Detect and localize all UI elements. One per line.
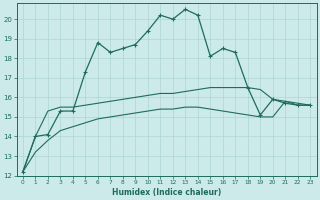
X-axis label: Humidex (Indice chaleur): Humidex (Indice chaleur) (112, 188, 221, 197)
